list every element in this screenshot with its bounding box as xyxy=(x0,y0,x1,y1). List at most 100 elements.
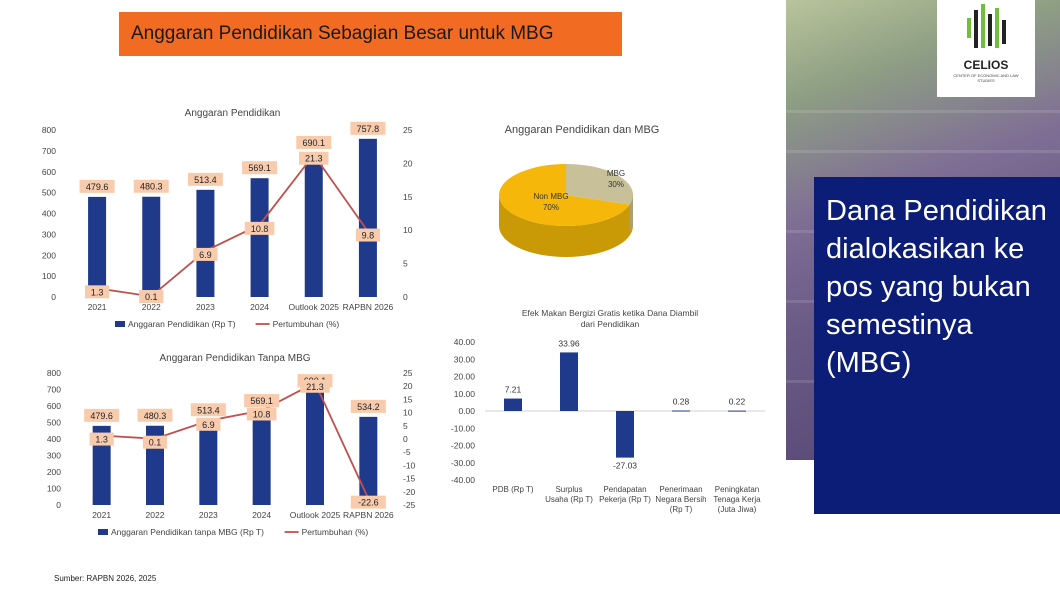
y-right-tick-label: 5 xyxy=(403,259,408,269)
y-left-tick-label: 600 xyxy=(47,401,61,411)
y-left-tick-label: 100 xyxy=(47,484,61,494)
line-value-label-bg xyxy=(142,435,168,449)
y-tick-label: -10.00 xyxy=(451,423,475,433)
chart-title: Anggaran Pendidikan xyxy=(185,108,281,119)
line-value-label-bg xyxy=(355,228,381,242)
y-left-tick-label: 400 xyxy=(42,209,56,219)
line-value-label: 10.8 xyxy=(253,409,271,419)
panel-text: Dana Pendidikan dialokasikan ke pos yang… xyxy=(826,195,1047,379)
y-right-tick-label: 20 xyxy=(403,381,413,391)
line-value-label-bg xyxy=(246,407,277,421)
line-value-label-bg xyxy=(139,290,164,303)
logo-bars-icon xyxy=(967,4,1006,48)
bar-value-label: 690.1 xyxy=(302,138,325,148)
x-tick-label: 2022 xyxy=(142,302,161,312)
line-value-label-bg xyxy=(196,417,221,431)
legend-line-label: Pertumbuhan (%) xyxy=(273,319,340,329)
y-right-tick-label: 25 xyxy=(403,368,413,378)
y-left-tick-label: 500 xyxy=(47,418,61,428)
bar-value-label: -27.03 xyxy=(613,461,637,471)
line-value-label-bg xyxy=(300,379,330,393)
bar-value-label-bg xyxy=(137,408,173,422)
y-left-tick-label: 200 xyxy=(42,250,56,260)
line-value-label: 21.3 xyxy=(305,154,323,164)
line-value-label: 21.3 xyxy=(306,382,324,392)
x-tick-label: Outlook 2025 xyxy=(288,302,339,312)
y-left-tick-label: 700 xyxy=(47,385,61,395)
y-left-tick-label: 500 xyxy=(42,188,56,198)
x-tick-label: 2023 xyxy=(199,510,218,520)
line-value-label: 1.3 xyxy=(91,287,104,297)
legend-bar-label: Anggaran Pendidikan tanpa MBG (Rp T) xyxy=(111,527,264,537)
x-tick-label: 2024 xyxy=(252,510,271,520)
x-tick-label: (Juta Jiwa) xyxy=(718,505,757,514)
bar-value-label-bg xyxy=(187,172,223,186)
x-tick-label: Pendapatan xyxy=(603,485,646,494)
bar-value-label: 534.2 xyxy=(357,402,380,412)
bar-value-label: 480.3 xyxy=(144,411,167,421)
chart-title: Anggaran Pendidikan Tanpa MBG xyxy=(159,353,310,364)
bar-value-label-bg xyxy=(244,394,280,408)
chart-title-line-2: dari Pendidikan xyxy=(581,319,640,329)
line-value-label: 10.8 xyxy=(251,224,269,234)
pie-value-mbg: 30% xyxy=(608,180,624,189)
bar-value-label: 7.21 xyxy=(505,385,522,395)
chart-anggaran-tanpa-mbg: Anggaran Pendidikan Tanpa MBG 0 100 200 300 4… xyxy=(47,353,416,537)
bar xyxy=(306,391,324,505)
x-tick-label: 2022 xyxy=(146,510,165,520)
line-value-label: 6.9 xyxy=(202,420,215,430)
y-right-tick-label: 10 xyxy=(403,408,413,418)
x-tick-label: RAPBN 2026 xyxy=(343,302,394,312)
y-right-tick-label: -20 xyxy=(403,487,416,497)
y-left-tick-label: 0 xyxy=(56,500,61,510)
pie-side-mbg xyxy=(629,195,633,236)
x-tick-label: (Rp T) xyxy=(670,505,693,514)
line-value-label: 0.1 xyxy=(145,292,158,302)
x-tick-label: Surplus xyxy=(555,485,582,494)
y-tick-label: 40.00 xyxy=(454,337,476,347)
y-left-tick-label: 300 xyxy=(42,229,56,239)
y-right-tick-label: 0 xyxy=(403,292,408,302)
y-right-tick-label: -15 xyxy=(403,474,416,484)
bar xyxy=(88,196,107,297)
x-tick-label: Peningkatan xyxy=(715,485,759,494)
line-value-label: 9.8 xyxy=(362,231,375,241)
line-value-label-bg xyxy=(350,495,386,509)
bar-value-label-bg xyxy=(296,135,332,149)
legend-bar-label: Anggaran Pendidikan (Rp T) xyxy=(128,319,236,329)
line-value-label: -22.6 xyxy=(358,498,379,508)
pie-label-mbg: MBG xyxy=(607,169,625,178)
chart-title: Anggaran Pendidikan dan MBG xyxy=(505,124,660,136)
logo-name: CELIOS xyxy=(963,58,1009,72)
chart-anggaran-pendidikan: Anggaran Pendidikan010020030040050060070… xyxy=(42,108,413,329)
bar-value-label: 33.96 xyxy=(558,338,580,348)
pie-value-non-mbg: 70% xyxy=(543,203,559,212)
bar-value-label-bg xyxy=(242,161,278,175)
y-left-tick-label: 300 xyxy=(47,451,61,461)
logo-subtitle: CENTER OF ECONOMIC AND LAW STUDIES xyxy=(953,73,1019,83)
y-tick-label: 0.00 xyxy=(458,406,475,416)
bar-value-label-bg xyxy=(190,403,226,417)
bar xyxy=(358,138,377,297)
y-left-tick-label: 200 xyxy=(47,467,61,477)
y-right-tick-label: 15 xyxy=(403,192,413,202)
growth-line xyxy=(101,381,370,500)
pie-slice-mbg xyxy=(566,164,633,205)
bar xyxy=(359,416,378,505)
chart-efek-mbg: Efek Makan Bergizi Gratis ketika Dana Di… xyxy=(451,308,765,514)
x-tick-label: Tenaga Kerja xyxy=(713,495,761,504)
y-tick-label: -20.00 xyxy=(451,441,475,451)
bar-value-label-bg xyxy=(133,179,169,193)
x-tick-label: Pekerja (Rp T) xyxy=(599,495,651,504)
bar xyxy=(92,425,111,505)
x-tick-label: 2021 xyxy=(88,302,107,312)
x-tick-label: PDB (Rp T) xyxy=(492,485,534,494)
pie-slice-non-mbg xyxy=(499,164,630,226)
x-tick-label: Outlook 2025 xyxy=(290,510,341,520)
bar xyxy=(142,196,161,297)
y-tick-label: 10.00 xyxy=(454,389,476,399)
legend-bar-swatch xyxy=(115,321,125,327)
bar-value-label: 569.1 xyxy=(250,396,273,406)
bar xyxy=(199,420,218,505)
x-tick-label: 2024 xyxy=(250,302,269,312)
